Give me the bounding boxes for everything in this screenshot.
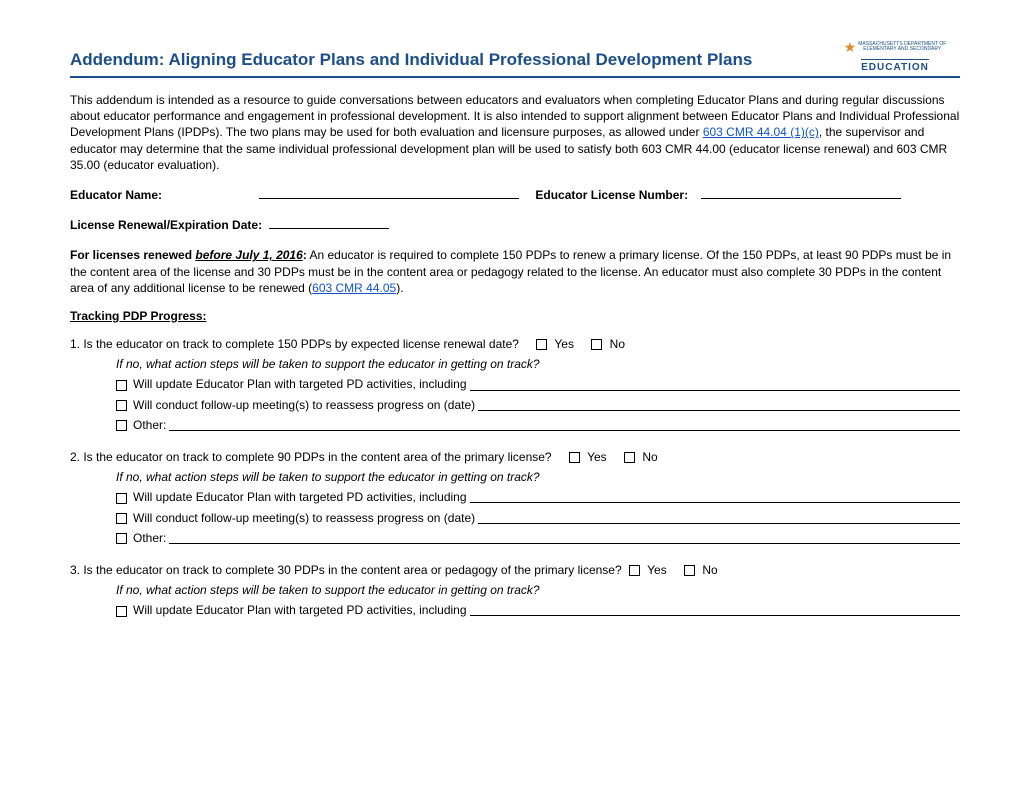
renewal-date-label: License Renewal/Expiration Date: <box>70 218 262 232</box>
q3-no-checkbox[interactable] <box>684 565 695 576</box>
question-3-block: 3. Is the educator on track to complete … <box>70 562 960 619</box>
q3-yes-checkbox[interactable] <box>629 565 640 576</box>
question-2: 2. Is the educator on track to complete … <box>70 449 960 465</box>
q1-subprompt: If no, what action steps will be taken t… <box>116 356 960 372</box>
q2-opt-other: Other: <box>116 530 960 546</box>
no-label: No <box>642 450 657 464</box>
q2-other-text: Other: <box>133 530 166 546</box>
q3-subprompt: If no, what action steps will be taken t… <box>116 582 960 598</box>
license-number-input[interactable] <box>701 198 901 199</box>
header: Addendum: Aligning Educator Plans and In… <box>70 40 960 78</box>
q2-no-checkbox[interactable] <box>624 452 635 463</box>
logo-education: EDUCATION <box>861 59 929 75</box>
q3-update-text: Will update Educator Plan with targeted … <box>133 602 467 618</box>
q1-opt-followup: Will conduct follow-up meeting(s) to rea… <box>116 397 960 413</box>
educator-name-label: Educator Name: <box>70 188 162 202</box>
q1-followup-line[interactable] <box>478 399 960 411</box>
q1-other-text: Other: <box>133 417 166 433</box>
q2-other-checkbox[interactable] <box>116 533 127 544</box>
q1-other-line[interactable] <box>169 419 960 431</box>
cmr-link-2[interactable]: 603 CMR 44.05 <box>312 281 396 295</box>
star-icon: ★ <box>844 38 857 57</box>
cmr-link-1[interactable]: 603 CMR 44.04 (1)(c) <box>703 125 819 139</box>
question-1-block: 1. Is the educator on track to complete … <box>70 336 960 433</box>
question-1: 1. Is the educator on track to complete … <box>70 336 960 352</box>
educator-name-input[interactable] <box>259 198 519 199</box>
q2-subprompt: If no, what action steps will be taken t… <box>116 469 960 485</box>
page-title: Addendum: Aligning Educator Plans and In… <box>70 49 752 72</box>
q1-text: 1. Is the educator on track to complete … <box>70 337 519 351</box>
renewal-date-input[interactable] <box>269 228 389 229</box>
q2-update-text: Will update Educator Plan with targeted … <box>133 489 467 505</box>
q1-update-text: Will update Educator Plan with targeted … <box>133 376 467 392</box>
q2-followup-line[interactable] <box>478 512 960 524</box>
q2-followup-text: Will conduct follow-up meeting(s) to rea… <box>133 510 475 526</box>
q1-followup-text: Will conduct follow-up meeting(s) to rea… <box>133 397 475 413</box>
intro-paragraph: This addendum is intended as a resource … <box>70 92 960 173</box>
q2-update-line[interactable] <box>470 491 960 503</box>
q2-other-line[interactable] <box>169 532 960 544</box>
q1-yes-checkbox[interactable] <box>536 339 547 350</box>
yes-label: Yes <box>647 563 667 577</box>
q1-update-checkbox[interactable] <box>116 380 127 391</box>
q3-text: 3. Is the educator on track to complete … <box>70 563 622 577</box>
q1-no-checkbox[interactable] <box>591 339 602 350</box>
renewed-lead: For licenses renewed <box>70 248 195 262</box>
no-label: No <box>610 337 625 351</box>
yes-label: Yes <box>554 337 574 351</box>
q1-followup-checkbox[interactable] <box>116 400 127 411</box>
renewal-date-row: License Renewal/Expiration Date: <box>70 217 960 233</box>
renewed-text-b: ). <box>396 281 403 295</box>
educator-fields-row: Educator Name: Educator License Number: <box>70 187 960 203</box>
q2-followup-checkbox[interactable] <box>116 513 127 524</box>
yes-label: Yes <box>587 450 607 464</box>
q1-update-line[interactable] <box>470 379 960 391</box>
question-2-block: 2. Is the educator on track to complete … <box>70 449 960 546</box>
logo-line2: ELEMENTARY AND SECONDARY <box>858 47 946 52</box>
q1-opt-other: Other: <box>116 417 960 433</box>
q1-other-checkbox[interactable] <box>116 420 127 431</box>
dept-logo: ★ MASSACHUSETTS DEPARTMENT OF ELEMENTARY… <box>830 40 960 72</box>
question-3: 3. Is the educator on track to complete … <box>70 562 960 578</box>
q2-opt-update: Will update Educator Plan with targeted … <box>116 489 960 505</box>
q2-opt-followup: Will conduct follow-up meeting(s) to rea… <box>116 510 960 526</box>
q3-opt-update: Will update Educator Plan with targeted … <box>116 602 960 618</box>
renewed-before-section: For licenses renewed before July 1, 2016… <box>70 247 960 296</box>
no-label: No <box>702 563 717 577</box>
q3-update-checkbox[interactable] <box>116 606 127 617</box>
renewed-date: before July 1, 2016 <box>195 248 302 262</box>
q1-opt-update: Will update Educator Plan with targeted … <box>116 376 960 392</box>
q3-update-line[interactable] <box>470 604 960 616</box>
q2-text: 2. Is the educator on track to complete … <box>70 450 552 464</box>
q2-yes-checkbox[interactable] <box>569 452 580 463</box>
q2-update-checkbox[interactable] <box>116 493 127 504</box>
license-number-label: Educator License Number: <box>535 188 688 202</box>
tracking-title: Tracking PDP Progress: <box>70 308 960 324</box>
